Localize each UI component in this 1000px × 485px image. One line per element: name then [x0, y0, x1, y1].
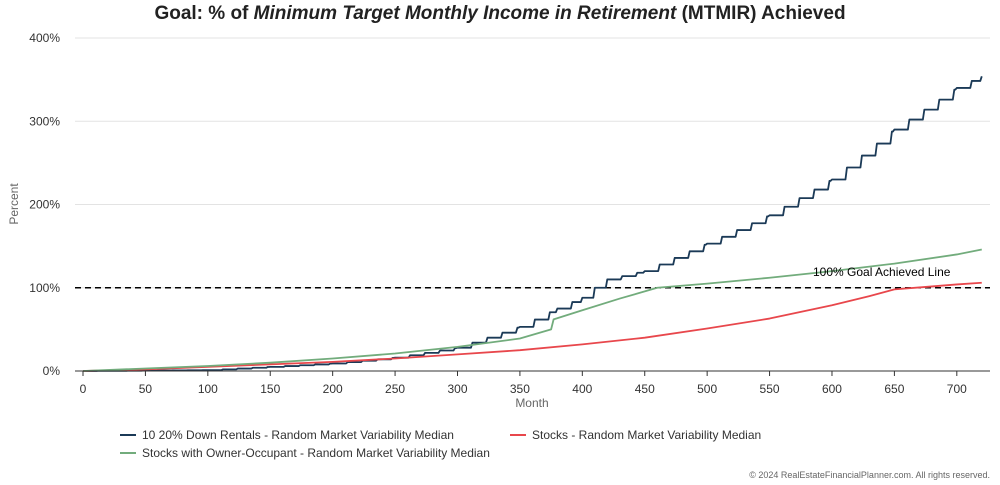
- x-tick-label: 0: [80, 382, 87, 396]
- legend-swatch: [510, 434, 526, 436]
- x-axis-label: Month: [515, 396, 548, 410]
- x-tick-label: 400: [572, 382, 592, 396]
- x-tick-label: 50: [139, 382, 153, 396]
- legend-item-owner-occupant[interactable]: Stocks with Owner-Occupant - Random Mark…: [120, 446, 490, 460]
- grid-lines: [75, 37, 990, 289]
- y-tick-label: 400%: [29, 31, 60, 45]
- series-group: [82, 76, 983, 372]
- y-tick-label: 300%: [29, 114, 60, 128]
- title-suffix: (MTMIR) Achieved: [676, 3, 846, 24]
- legend-label: Stocks - Random Market Variability Media…: [532, 428, 762, 442]
- x-tick-label: 700: [947, 382, 967, 396]
- x-tick-label: 600: [822, 382, 842, 396]
- x-tick-label: 350: [510, 382, 530, 396]
- chart-title: Goal: % of Minimum Target Monthly Income…: [0, 3, 1000, 25]
- series-line-1: [82, 281, 982, 372]
- legend-label: 10 20% Down Rentals - Random Market Vari…: [142, 428, 454, 442]
- x-tick-label: 300: [447, 382, 467, 396]
- legend-swatch: [120, 434, 136, 436]
- x-tick-label: 450: [635, 382, 655, 396]
- legend-label: Stocks with Owner-Occupant - Random Mark…: [142, 446, 490, 460]
- x-tick-label: 200: [323, 382, 343, 396]
- legend-swatch: [120, 452, 136, 454]
- y-axis-label: Percent: [7, 183, 21, 225]
- legend-item-stocks[interactable]: Stocks - Random Market Variability Media…: [510, 428, 761, 442]
- x-tick-label: 550: [760, 382, 780, 396]
- x-tick-label: 650: [884, 382, 904, 396]
- x-tick-label: 500: [697, 382, 717, 396]
- legend-item-rentals[interactable]: 10 20% Down Rentals - Random Market Vari…: [120, 428, 454, 442]
- axes-group: [75, 370, 990, 376]
- x-tick-label: 150: [260, 382, 280, 396]
- series-line-2: [82, 248, 982, 372]
- tick-labels: 0% 100% 200% 300% 400% 0 50 100 150 200 250 300 350 4…: [29, 31, 967, 396]
- x-tick-label: 250: [385, 382, 405, 396]
- reference-line-label: 100% Goal Achieved Line: [813, 265, 951, 279]
- title-italic: Minimum Target Monthly Income in Retirem…: [253, 3, 677, 24]
- x-tick-label: 100: [198, 382, 218, 396]
- y-tick-label: 100%: [29, 281, 60, 295]
- y-tick-label: 0%: [43, 364, 61, 378]
- series-line-0: [83, 76, 983, 372]
- y-tick-label: 200%: [29, 198, 60, 212]
- copyright-notice: © 2024 RealEstateFinancialPlanner.com. A…: [749, 470, 990, 480]
- title-prefix: Goal: % of: [154, 3, 254, 24]
